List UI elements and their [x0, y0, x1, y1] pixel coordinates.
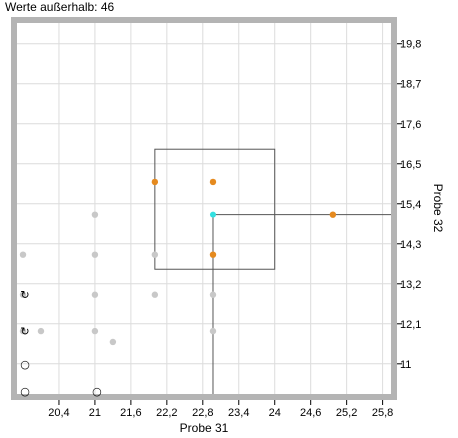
out-of-range-point — [19, 291, 27, 298]
x-tick-label: 21,6 — [120, 407, 141, 419]
y-tick-label: 11 — [400, 359, 411, 371]
y-axis-label: Probe 32 — [431, 184, 445, 233]
y-tick-label: 19,8 — [400, 39, 421, 51]
y-axis: 19,8 18,7 17,6 16,5 15,4 14,3 13,2 12,1 11 — [397, 39, 421, 371]
status-text: Werte außerhalb: 46 — [5, 0, 115, 14]
x-tick-label: 24,6 — [300, 407, 321, 419]
out-of-range-point — [209, 291, 217, 298]
out-of-range-point — [151, 251, 159, 258]
data-points — [19, 178, 337, 346]
edge-marker: ↻ — [20, 289, 29, 302]
y-tick-label: 12,1 — [400, 319, 421, 331]
out-of-range-point — [91, 327, 99, 335]
in-range-point — [209, 178, 217, 186]
x-tick-label: 25,2 — [336, 407, 357, 419]
y-tick-label: 15,4 — [400, 199, 421, 211]
edge-marker: ↻ — [20, 325, 29, 338]
out-of-range-point — [91, 211, 99, 218]
selected-point — [209, 211, 216, 218]
x-tick-label: 25,8 — [372, 407, 393, 419]
in-range-point — [329, 211, 337, 218]
y-tick-label: 17,6 — [400, 119, 421, 131]
selection-overlay — [154, 148, 391, 394]
y-tick-label: 16,5 — [400, 159, 421, 171]
x-tick-label: 24 — [269, 407, 281, 419]
out-of-range-point — [209, 327, 217, 335]
edge-marker: ○ — [92, 385, 102, 398]
x-tick-label: 22,8 — [192, 407, 213, 419]
edge-markers: ↻ ↻ ○ ○ ○ — [20, 289, 102, 398]
y-tick-label: 18,7 — [400, 79, 421, 91]
edge-marker: ○ — [20, 385, 30, 398]
y-tick-label: 13,2 — [400, 279, 421, 291]
x-axis: 20,4 21 21,6 22,2 22,8 23,4 24 24,6 25,2 25,8 — [48, 400, 393, 419]
out-of-range-point — [109, 338, 117, 346]
in-range-point — [209, 251, 217, 258]
out-of-range-point — [91, 291, 99, 298]
x-tick-label: 21 — [89, 407, 101, 419]
x-tick-label: 22,2 — [156, 407, 177, 419]
plot-area — [17, 23, 391, 394]
in-range-point — [151, 178, 159, 186]
x-axis-label: Probe 31 — [180, 421, 229, 435]
out-of-range-point — [19, 251, 27, 258]
edge-marker: ○ — [20, 358, 30, 371]
x-tick-label: 20,4 — [48, 407, 69, 419]
out-of-range-point — [37, 327, 45, 335]
x-tick-label: 23,4 — [228, 407, 249, 419]
selection-box — [154, 148, 276, 270]
y-tick-label: 14,3 — [400, 239, 421, 251]
out-of-range-point — [19, 327, 27, 335]
out-of-range-point — [91, 251, 99, 258]
out-of-range-point — [151, 291, 159, 298]
